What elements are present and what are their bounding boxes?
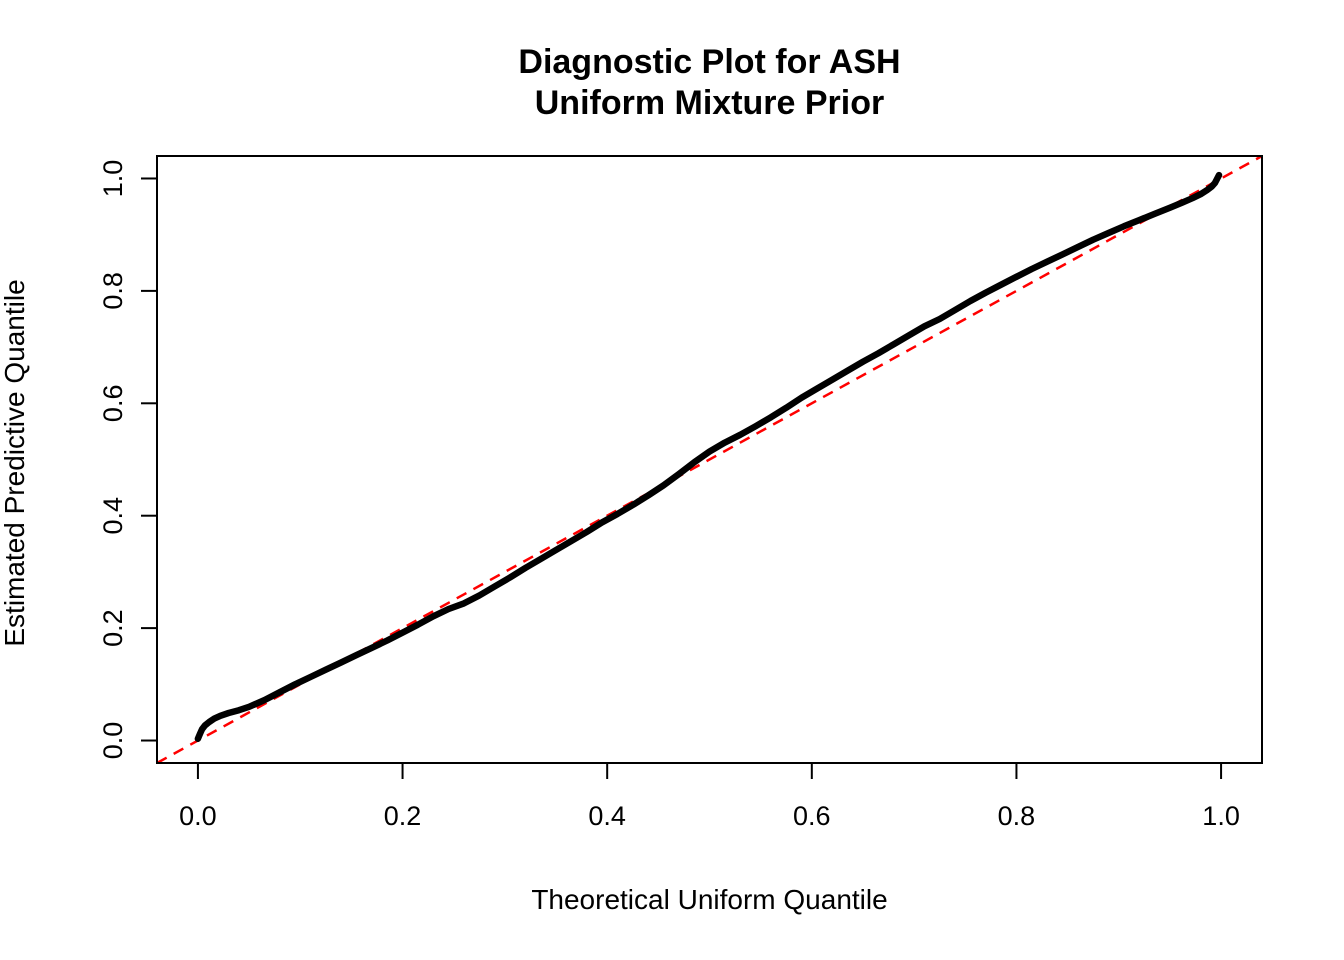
y-tick-label: 0.6: [98, 385, 128, 423]
x-tick-label: 0.0: [179, 801, 217, 831]
plot-box: [156, 155, 1263, 764]
x-tick-label: 0.2: [384, 801, 422, 831]
chart-title-line1: Diagnostic Plot for ASH: [518, 43, 901, 81]
y-tick-label: 0.0: [98, 722, 128, 760]
y-tick-label: 1.0: [98, 160, 128, 198]
x-axis-title: Theoretical Uniform Quantile: [531, 884, 888, 915]
x-tick-label: 0.6: [793, 801, 831, 831]
x-tick-label: 1.0: [1202, 801, 1240, 831]
chart-title-line2: Uniform Mixture Prior: [534, 84, 885, 122]
qq-curve: [194, 171, 1223, 743]
y-tick-label: 0.8: [98, 272, 128, 310]
y-tick-label: 0.2: [98, 609, 128, 647]
y-tick-label: 0.4: [98, 497, 128, 535]
x-tick-label: 0.8: [998, 801, 1036, 831]
x-tick-label: 0.4: [588, 801, 626, 831]
